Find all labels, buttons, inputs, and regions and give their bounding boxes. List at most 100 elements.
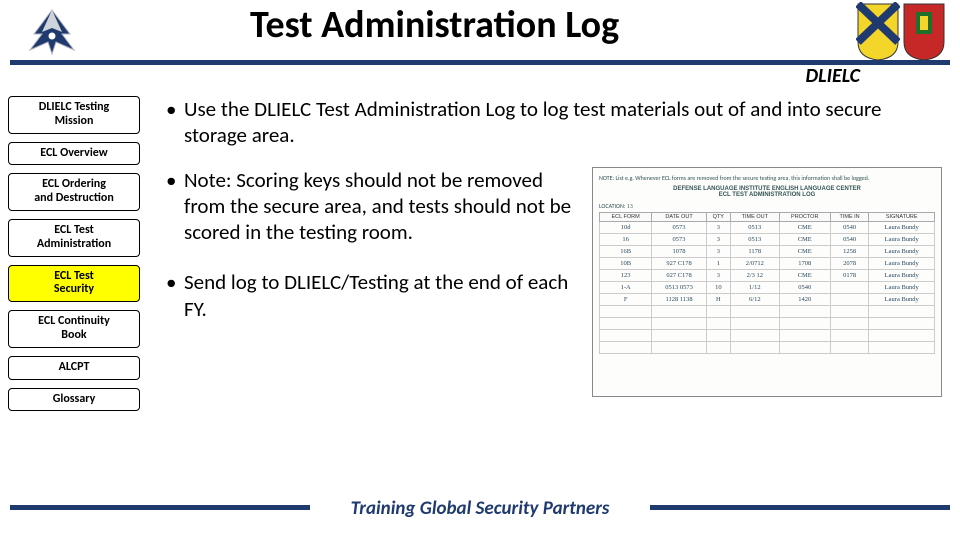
log-cell: 1-A [600,281,652,293]
log-cell: 0573 [652,233,707,245]
log-cell [830,341,869,353]
bullet-marker: • [160,269,184,295]
nav-testing-mission[interactable]: DLIELC TestingMission [8,96,140,134]
log-cell: 16B [600,245,652,257]
log-cell [730,329,779,341]
log-row: 10d057330513CME0540Laura Bundy [600,221,935,233]
log-cell [830,305,869,317]
nav-alcpt[interactable]: ALCPT [8,356,140,380]
log-cell: Laura Bundy [869,269,935,281]
log-cell: Laura Bundy [869,257,935,269]
bullet-text: Use the DLIELC Test Administration Log t… [184,96,942,149]
log-form-image: NOTE: List e.g. Whenever ECL forms are r… [592,167,942,397]
log-cell: 2/0712 [730,257,779,269]
log-cell: 0540 [830,221,869,233]
log-cell: 3 [706,221,730,233]
log-col-header: PROCTOR [779,212,830,221]
log-cell: 3 [706,269,730,281]
log-cell: 2078 [830,257,869,269]
log-cell: 1078 [652,245,707,257]
log-cell [830,293,869,305]
log-cell: 16 [600,233,652,245]
bullet-text: Send log to DLIELC/Testing at the end of… [184,269,574,322]
log-cell [652,329,707,341]
log-location-row: LOCATION: 13 [599,202,935,210]
log-cell [600,329,652,341]
log-cell: F [600,293,652,305]
log-cell [869,341,935,353]
log-note: NOTE: List e.g. Whenever ECL forms are r… [599,174,869,182]
log-col-header: DATE OUT [652,212,707,221]
log-cell [830,329,869,341]
log-cell: Laura Bundy [869,245,935,257]
log-cell [730,341,779,353]
log-col-header: TIME OUT [730,212,779,221]
bullet-marker: • [160,167,184,193]
log-cell: 0573 [652,221,707,233]
log-col-header: QTY [706,212,730,221]
log-cell [652,305,707,317]
log-cell [706,341,730,353]
log-cell [779,317,830,329]
log-cell [652,341,707,353]
log-cell: 1178 [730,245,779,257]
log-cell: 0513 [730,233,779,245]
sidebar-nav: DLIELC TestingMission ECL Overview ECL O… [8,96,140,411]
log-cell [600,341,652,353]
footer-tagline: Training Global Security Partners [0,497,960,520]
unit-crest [856,2,946,62]
log-form-header: NOTE: List e.g. Whenever ECL forms are r… [599,174,935,182]
log-cell: 0513 0573 [652,281,707,293]
log-cell: Laura Bundy [869,221,935,233]
log-row [600,329,935,341]
log-row [600,305,935,317]
lower-text-column: • Note: Scoring keys should not be remov… [160,167,574,397]
log-cell: 1 [706,257,730,269]
log-cell: Laura Bundy [869,281,935,293]
log-cell: 1/12 [730,281,779,293]
log-cell: 027 C178 [652,269,707,281]
log-cell [830,281,869,293]
log-cell: 0513 [730,221,779,233]
log-cell [600,305,652,317]
nav-ecl-test-admin[interactable]: ECL TestAdministration [8,219,140,257]
log-cell [600,317,652,329]
log-cell [706,305,730,317]
log-cell: H [706,293,730,305]
bullet-item: • Note: Scoring keys should not be remov… [160,167,574,246]
log-cell [730,305,779,317]
log-cell: 1258 [830,245,869,257]
nav-ecl-test-security[interactable]: ECL TestSecurity [8,265,140,303]
nav-ecl-overview[interactable]: ECL Overview [8,142,140,166]
log-row: 1-A0513 0573101/120540Laura Bundy [600,281,935,293]
log-col-header: SIGNATURE [869,212,935,221]
bullet-item: • Use the DLIELC Test Administration Log… [160,96,942,149]
content-area: • Use the DLIELC Test Administration Log… [160,96,942,397]
lower-row: • Note: Scoring keys should not be remov… [160,167,942,397]
log-row: 10B927 C17812/071217082078Laura Bundy [600,257,935,269]
log-cell: 10 [706,281,730,293]
log-row [600,317,935,329]
log-cell [779,305,830,317]
nav-ecl-continuity[interactable]: ECL ContinuityBook [8,310,140,348]
log-cell [869,305,935,317]
org-label: DLIELC [806,64,860,88]
log-cell [779,329,830,341]
log-col-header: ECL FORM [600,212,652,221]
log-cell: CME [779,221,830,233]
log-cell: 927 C178 [652,257,707,269]
log-cell: CME [779,269,830,281]
nav-glossary[interactable]: Glossary [8,388,140,412]
log-cell [779,341,830,353]
log-cell [830,317,869,329]
log-row: 123027 C17832/3 12CME0178Laura Bundy [600,269,935,281]
log-cell: 0178 [830,269,869,281]
log-cell: 3 [706,233,730,245]
nav-ecl-ordering[interactable]: ECL Orderingand Destruction [8,173,140,211]
bullet-marker: • [160,96,184,122]
log-cell [869,317,935,329]
bullet-item: • Send log to DLIELC/Testing at the end … [160,269,574,322]
slide-header: Test Administration Log [0,0,960,66]
log-title: DEFENSE LANGUAGE INSTITUTE ENGLISH LANGU… [599,186,935,198]
bullet-text: Note: Scoring keys should not be removed… [184,167,574,246]
